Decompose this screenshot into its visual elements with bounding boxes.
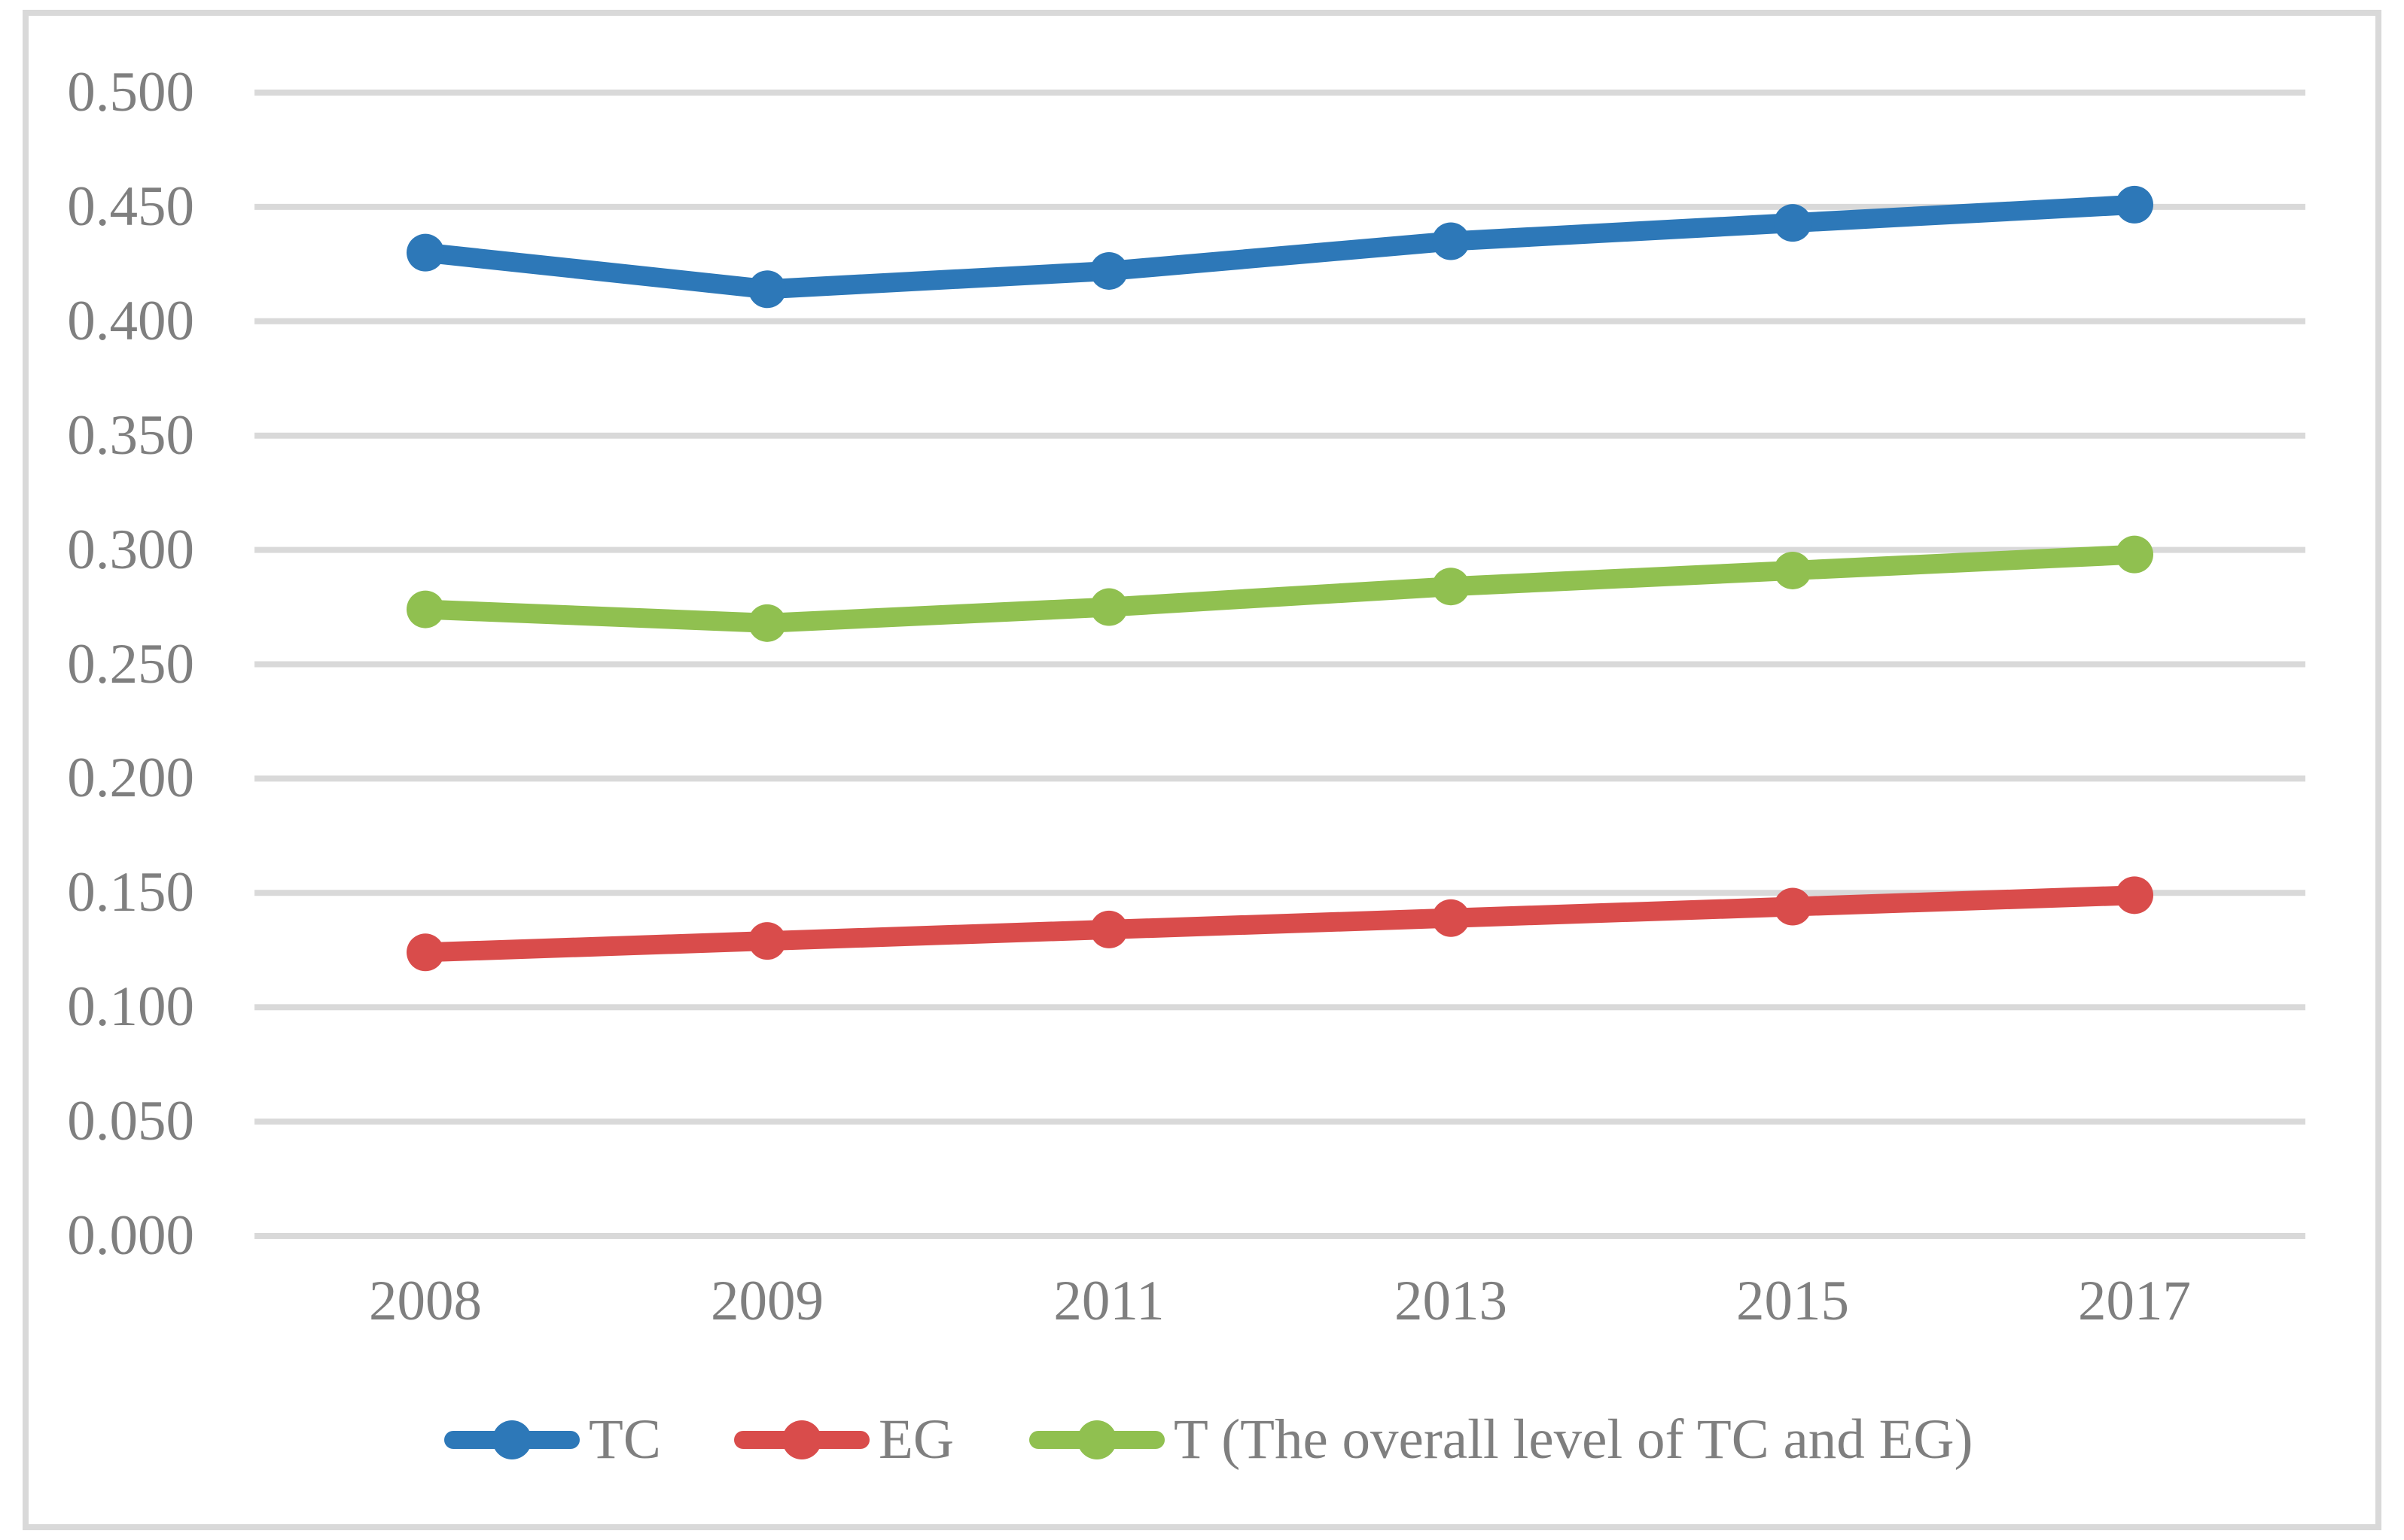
data-point-marker: [1774, 887, 1811, 926]
legend-label: T (The overall level of TC and EG): [1174, 1408, 1973, 1471]
data-point-marker: [1774, 204, 1811, 242]
x-tick-label: 2008: [369, 1270, 482, 1332]
legend-dot-swatch: [492, 1420, 532, 1459]
data-point-marker: [407, 933, 444, 972]
legend-dot-swatch: [1077, 1420, 1117, 1459]
y-tick-label: 0.050: [67, 1090, 194, 1153]
data-point-marker: [748, 922, 786, 960]
data-point-marker: [1432, 568, 1470, 606]
data-point-marker: [2116, 535, 2153, 574]
y-tick-label: 0.400: [67, 289, 194, 352]
data-point-marker: [748, 604, 786, 642]
legend-item: TC: [444, 1402, 661, 1478]
data-point-marker: [1090, 251, 1128, 290]
data-point-marker: [407, 590, 444, 628]
data-point-marker: [1774, 551, 1811, 589]
x-tick-label: 2011: [1053, 1270, 1165, 1332]
legend-marker: [1029, 1402, 1165, 1478]
legend-marker: [734, 1402, 870, 1478]
legend-label: TC: [589, 1408, 661, 1471]
data-point-marker: [2116, 185, 2153, 224]
x-tick-label: 2015: [1736, 1270, 1849, 1332]
y-tick-label: 0.100: [67, 975, 194, 1039]
data-point-marker: [1432, 222, 1470, 260]
legend-marker: [444, 1402, 580, 1478]
data-point-marker: [2116, 876, 2153, 915]
y-tick-label: 0.500: [67, 61, 194, 123]
series-line-T: [416, 544, 2144, 633]
data-point-marker: [407, 233, 444, 272]
data-point-marker: [748, 270, 786, 309]
y-tick-label: 0.350: [67, 403, 194, 467]
series-line-EG: [416, 885, 2144, 963]
legend-item: EG: [734, 1402, 954, 1478]
x-tick-label: 2013: [1394, 1270, 1507, 1332]
data-point-marker: [1090, 910, 1128, 948]
x-tick-label: 2009: [711, 1270, 824, 1332]
y-tick-label: 0.150: [67, 861, 194, 924]
data-point-marker: [1090, 588, 1128, 626]
y-tick-label: 0.450: [67, 175, 194, 238]
series-line-TC: [416, 194, 2144, 300]
legend-item: T (The overall level of TC and EG): [1029, 1402, 1973, 1478]
legend-label: EG: [879, 1408, 954, 1471]
chart-outer-border: [23, 10, 2381, 1530]
legend-dot-swatch: [782, 1420, 821, 1459]
y-tick-label: 0.300: [67, 518, 194, 581]
y-tick-label: 0.250: [67, 632, 194, 695]
y-tick-label: 0.200: [67, 747, 194, 810]
x-tick-label: 2017: [2078, 1270, 2191, 1332]
data-point-marker: [1432, 899, 1470, 937]
y-tick-label: 0.000: [67, 1204, 194, 1267]
